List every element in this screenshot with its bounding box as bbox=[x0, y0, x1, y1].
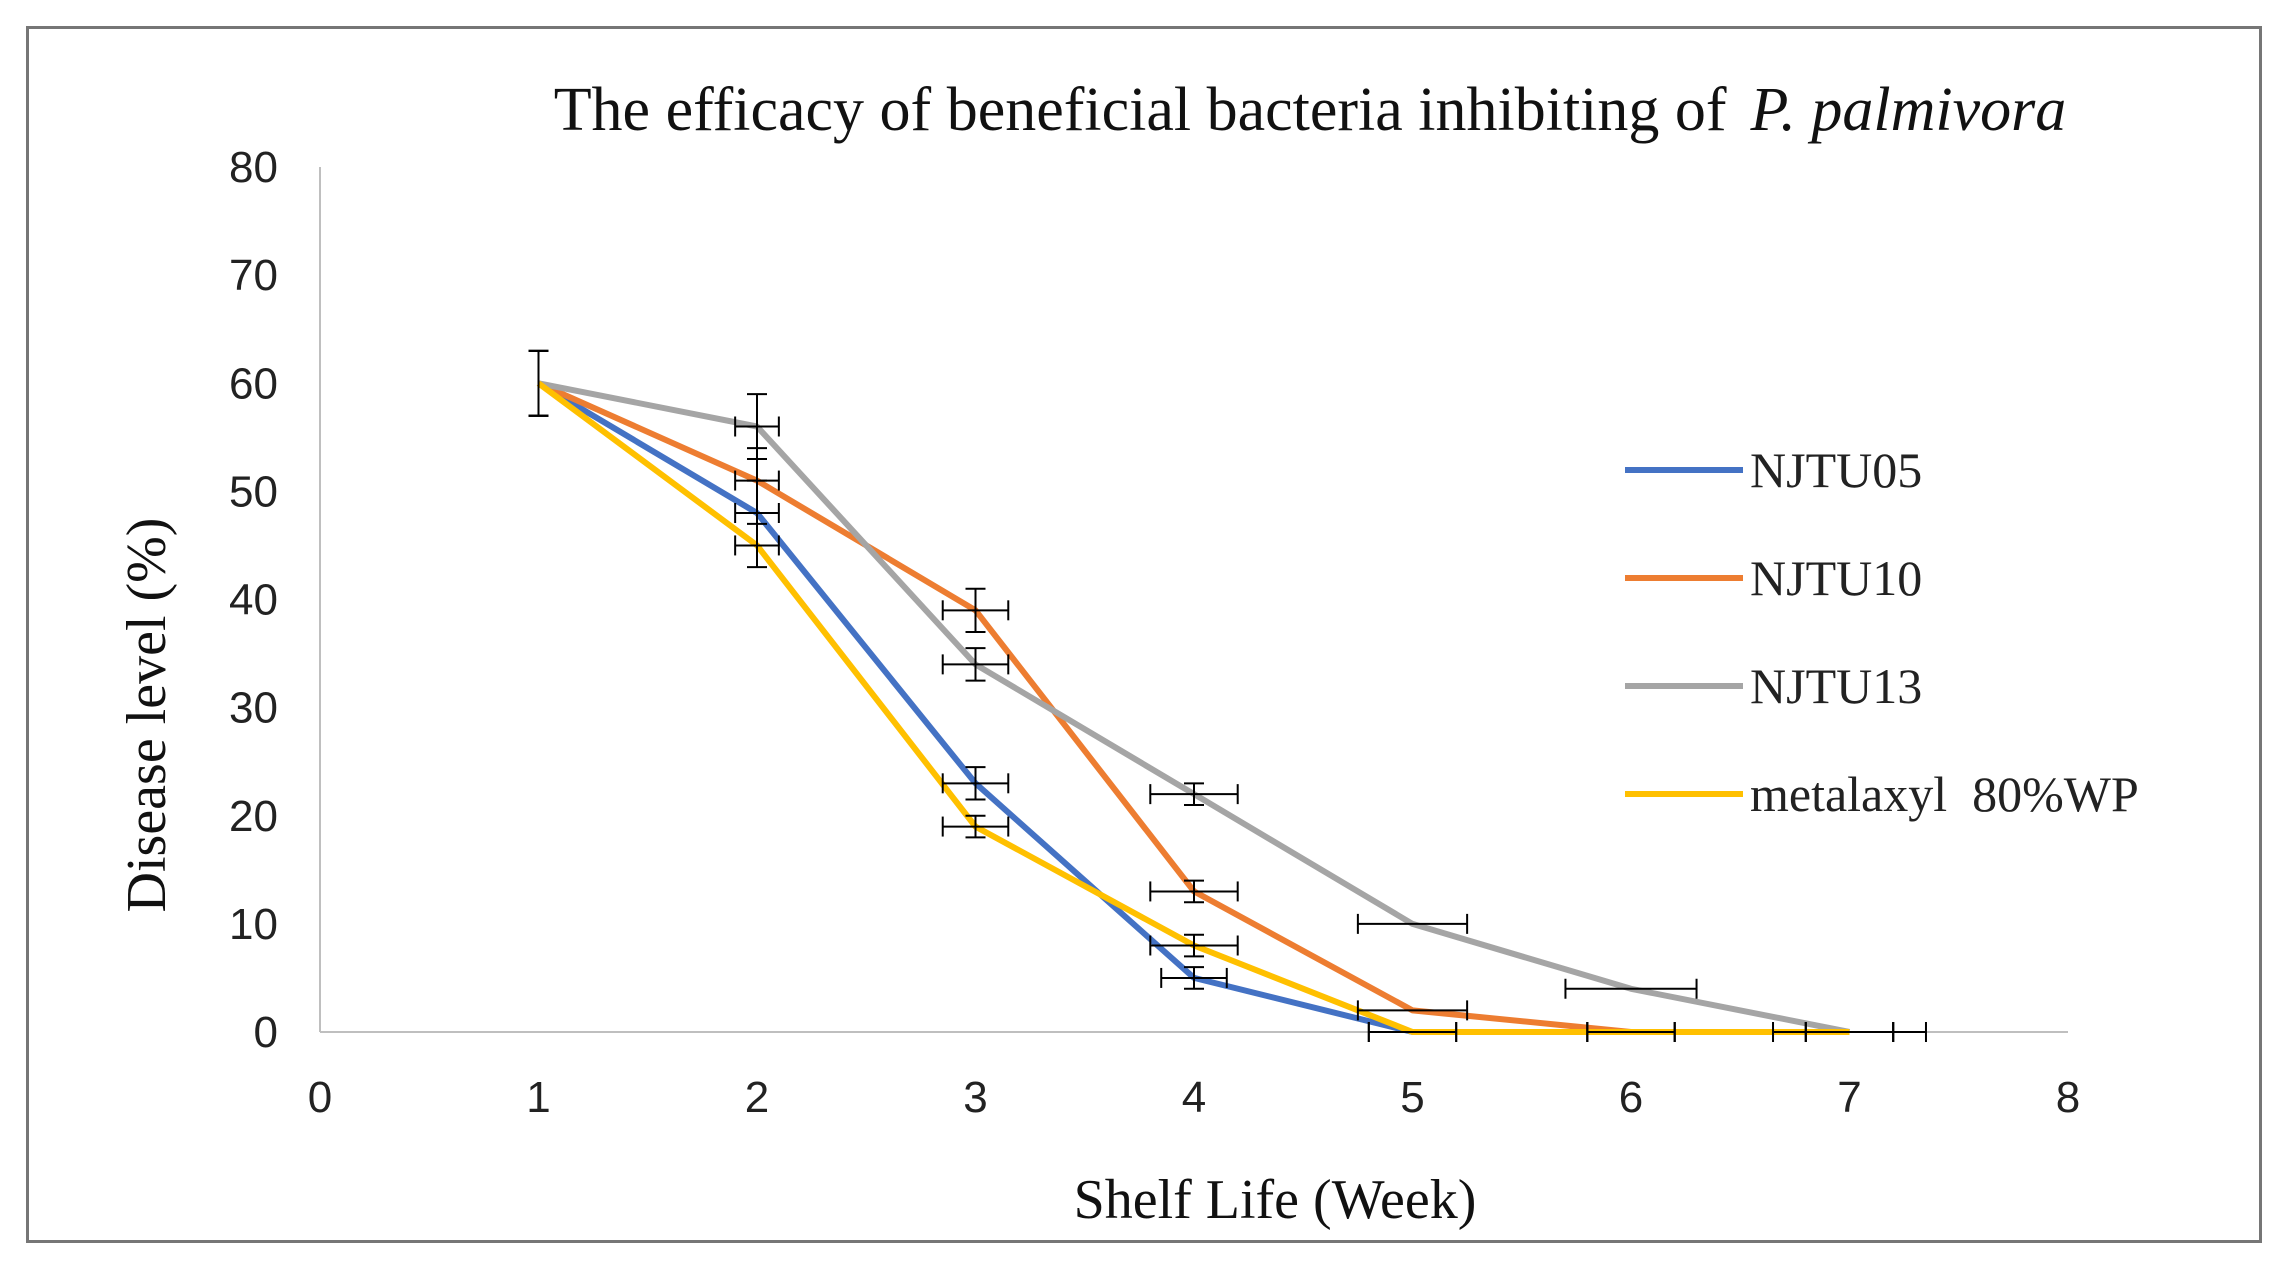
error-bar bbox=[1149, 782, 1239, 806]
error-bar bbox=[1367, 1022, 1458, 1042]
y-tick-label: 40 bbox=[229, 576, 278, 625]
error-bar bbox=[528, 349, 549, 417]
chart-frame bbox=[26, 26, 2262, 1243]
y-tick-label: 20 bbox=[229, 792, 278, 841]
y-tick-label: 30 bbox=[229, 684, 278, 733]
x-tick-label: 2 bbox=[745, 1073, 769, 1122]
y-tick-label: 80 bbox=[229, 143, 278, 192]
error-bar bbox=[1149, 933, 1239, 958]
error-bar bbox=[941, 647, 1010, 682]
x-tick-label: 3 bbox=[963, 1073, 987, 1122]
legend-label: NJTU05 bbox=[1750, 442, 1922, 498]
legend-label: NJTU10 bbox=[1750, 550, 1922, 606]
error-bar bbox=[1160, 966, 1228, 990]
x-tick-labels: 0 1 2 3 4 5 6 7 8 bbox=[308, 1073, 2080, 1122]
chart-title-italic: P. palmivora bbox=[1750, 76, 2067, 144]
error-bar bbox=[1149, 879, 1239, 904]
x-tick-label: 1 bbox=[526, 1073, 550, 1122]
y-tick-label: 0 bbox=[254, 1008, 278, 1057]
x-tick-label: 0 bbox=[308, 1073, 332, 1122]
x-tick-label: 5 bbox=[1400, 1073, 1424, 1122]
x-tick-label: 8 bbox=[2056, 1073, 2080, 1122]
y-tick-label: 50 bbox=[229, 467, 278, 516]
error-bar bbox=[734, 522, 780, 569]
x-tick-label: 7 bbox=[1837, 1073, 1861, 1122]
legend-label: metalaxyl 80%WP bbox=[1750, 766, 2139, 822]
chart-title: The efficacy of beneficial bacteria inhi… bbox=[554, 76, 2067, 144]
chart-title-main: The efficacy of beneficial bacteria inhi… bbox=[554, 76, 1727, 144]
error-bar bbox=[941, 814, 1010, 839]
error-bar bbox=[941, 766, 1010, 801]
error-bar bbox=[1804, 1022, 1895, 1042]
legend-label: NJTU13 bbox=[1750, 658, 1922, 714]
y-axis-label: Disease level (%) bbox=[116, 518, 178, 913]
x-tick-label: 4 bbox=[1182, 1073, 1206, 1122]
error-bar bbox=[1564, 978, 1698, 999]
error-bar bbox=[1586, 1022, 1676, 1042]
error-bar bbox=[1356, 1000, 1469, 1021]
y-tick-label: 10 bbox=[229, 900, 278, 949]
x-tick-label: 6 bbox=[1619, 1073, 1643, 1122]
y-tick-labels: 0 10 20 30 40 50 60 70 80 bbox=[229, 143, 278, 1057]
error-bars bbox=[528, 349, 1927, 1042]
error-bar bbox=[941, 587, 1010, 633]
error-bar bbox=[734, 393, 780, 460]
y-tick-label: 60 bbox=[229, 359, 278, 408]
x-axis-label: Shelf Life (Week) bbox=[1074, 1169, 1477, 1231]
legend: NJTU05 NJTU10 NJTU13 metalaxyl 80%WP bbox=[1625, 442, 2139, 822]
y-tick-label: 70 bbox=[229, 251, 278, 300]
error-bar bbox=[1356, 913, 1469, 934]
